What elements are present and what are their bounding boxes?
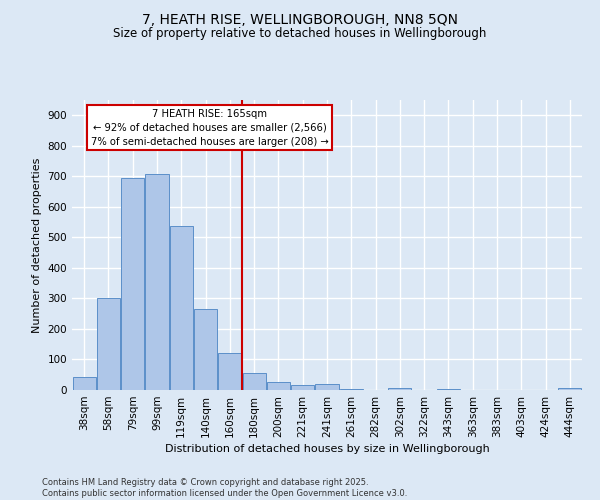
Bar — [559, 388, 581, 390]
Bar — [170, 226, 193, 390]
Text: 7 HEATH RISE: 165sqm
← 92% of detached houses are smaller (2,566)
7% of semi-det: 7 HEATH RISE: 165sqm ← 92% of detached h… — [91, 108, 329, 146]
Bar — [267, 382, 290, 390]
Bar — [218, 353, 241, 390]
Bar — [73, 377, 95, 390]
Bar — [97, 298, 120, 390]
Text: Size of property relative to detached houses in Wellingborough: Size of property relative to detached ho… — [113, 28, 487, 40]
Text: 7, HEATH RISE, WELLINGBOROUGH, NN8 5QN: 7, HEATH RISE, WELLINGBOROUGH, NN8 5QN — [142, 12, 458, 26]
Bar — [291, 384, 314, 390]
Bar — [194, 309, 217, 390]
Bar — [316, 384, 338, 390]
Bar — [145, 174, 169, 390]
Bar — [242, 372, 266, 390]
Bar — [121, 178, 144, 390]
Bar — [340, 389, 363, 390]
Text: Contains HM Land Registry data © Crown copyright and database right 2025.
Contai: Contains HM Land Registry data © Crown c… — [42, 478, 407, 498]
Y-axis label: Number of detached properties: Number of detached properties — [32, 158, 42, 332]
Bar — [437, 389, 460, 390]
Bar — [388, 388, 412, 390]
X-axis label: Distribution of detached houses by size in Wellingborough: Distribution of detached houses by size … — [164, 444, 490, 454]
